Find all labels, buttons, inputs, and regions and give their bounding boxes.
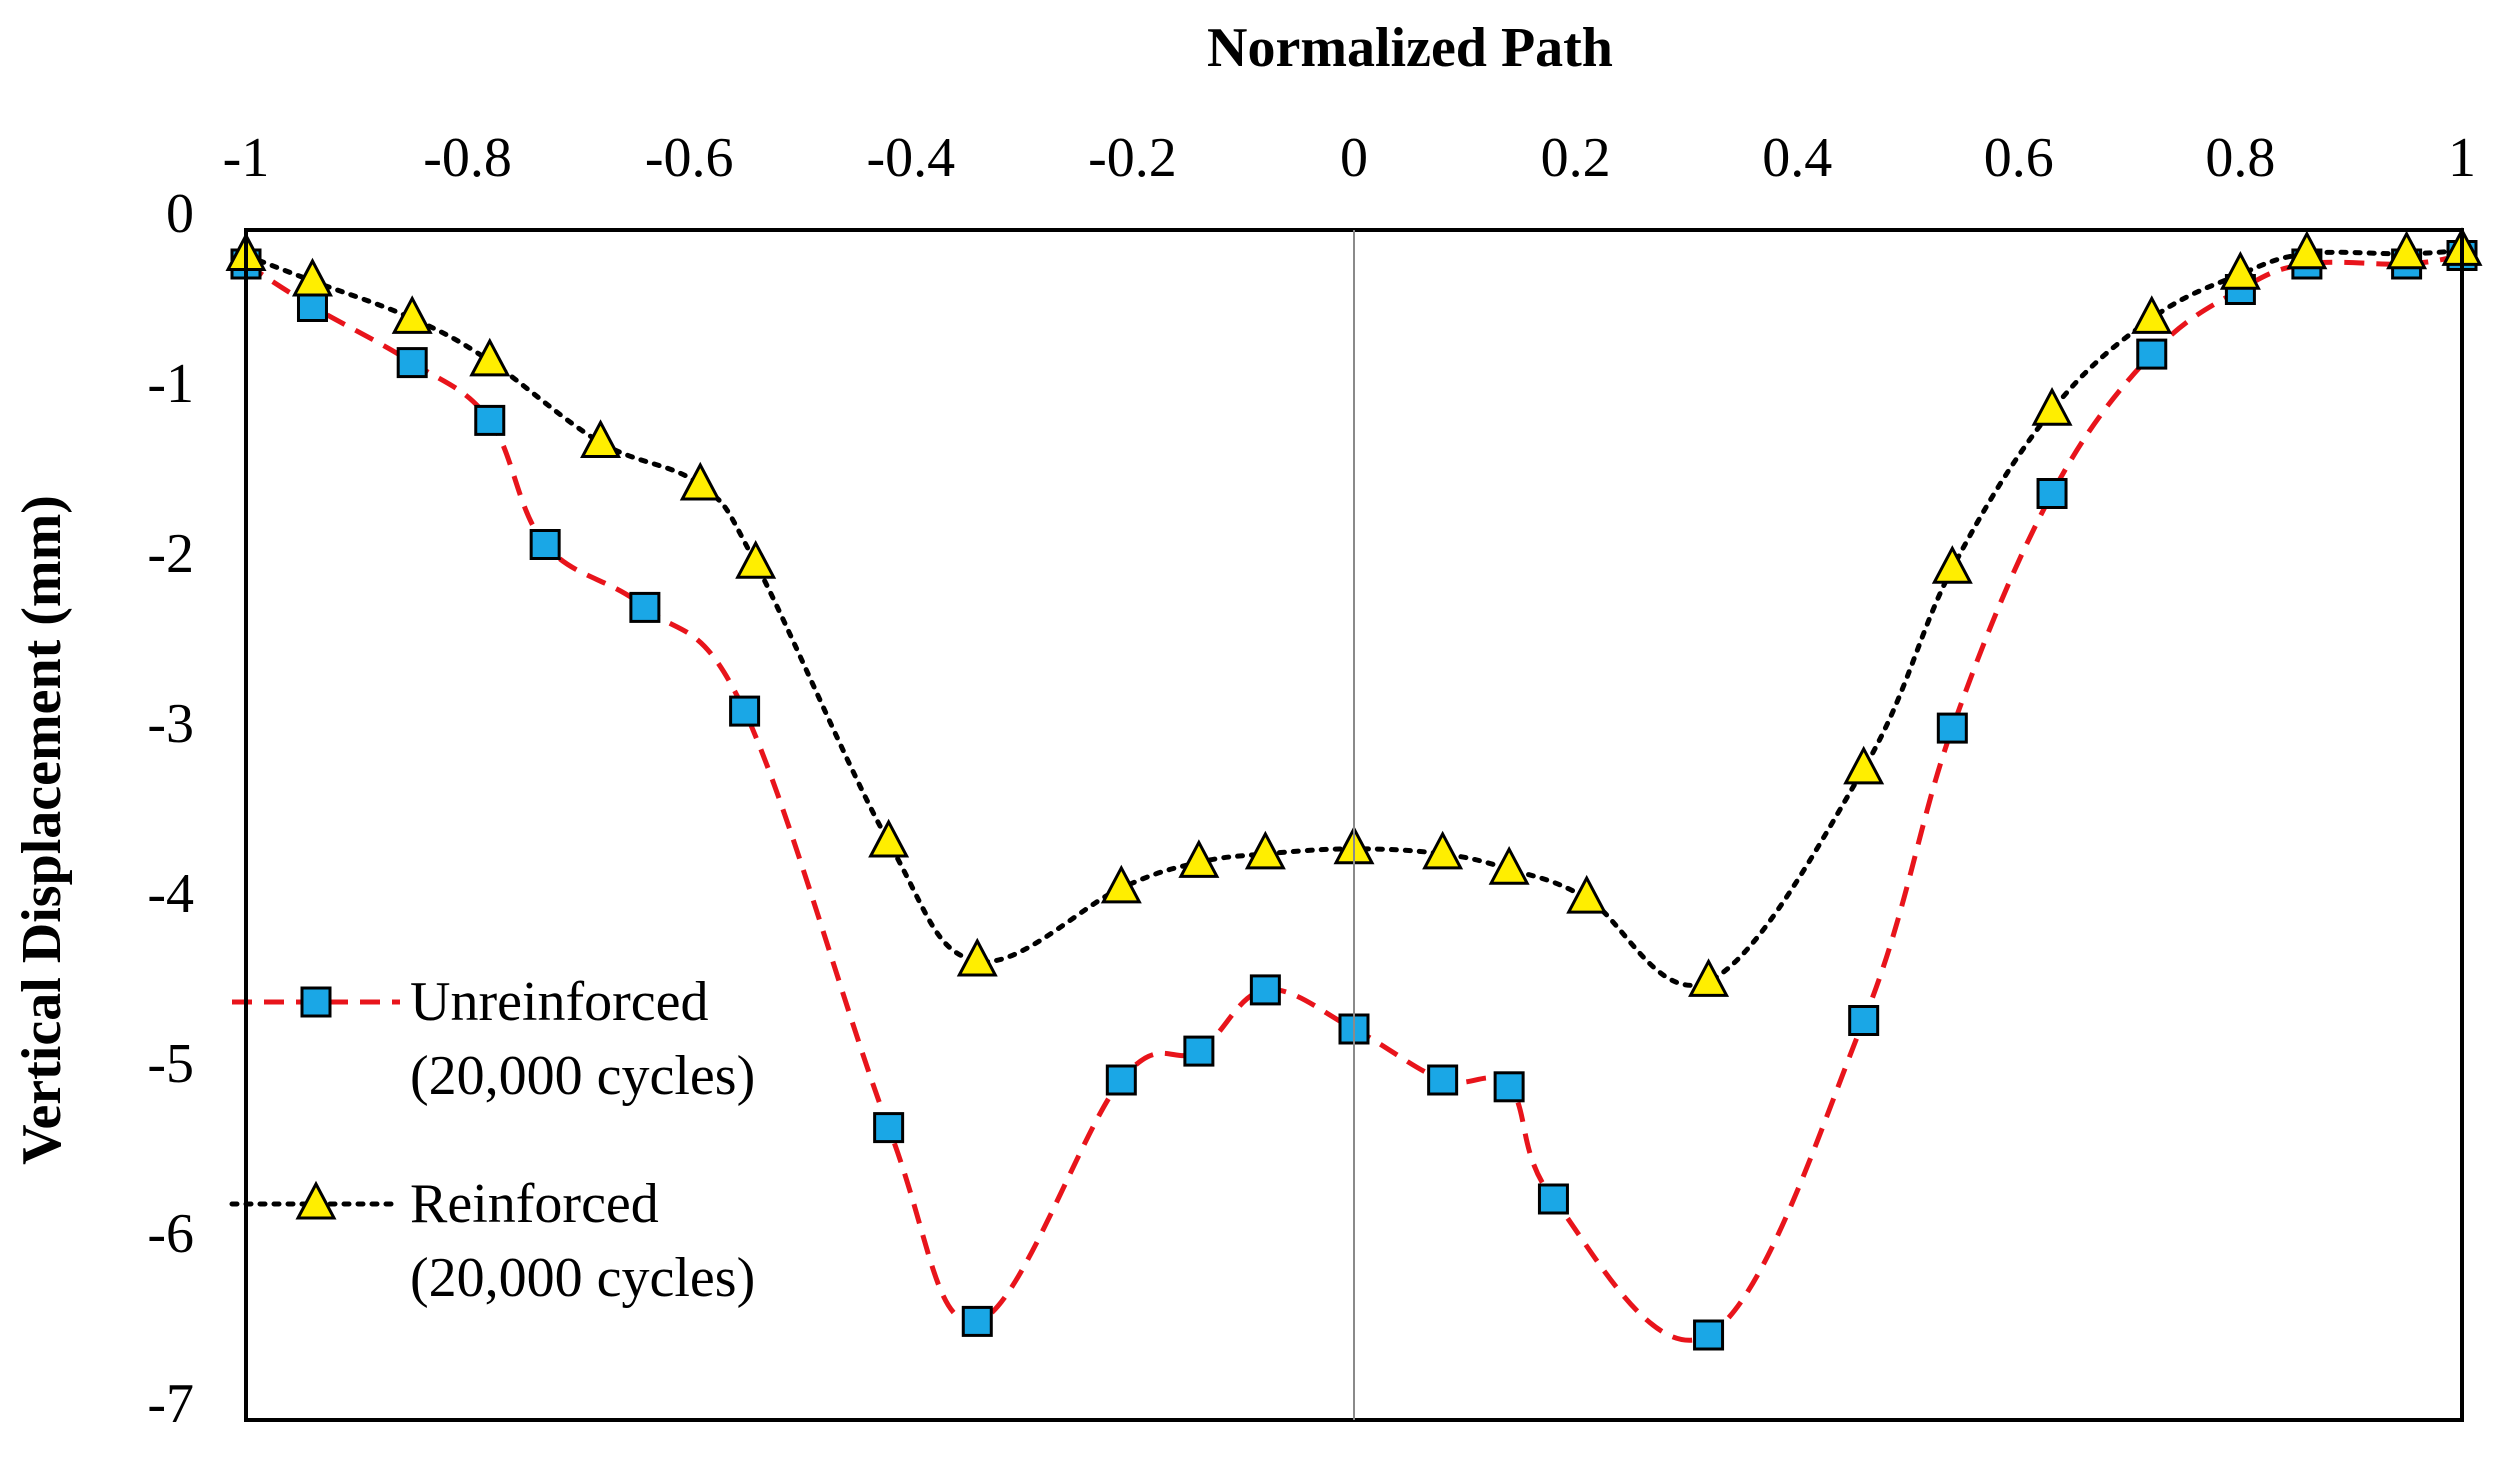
data-point bbox=[1100, 864, 1142, 904]
data-point bbox=[1249, 974, 1281, 1006]
chart-title: Normalized Path bbox=[1207, 17, 1613, 79]
data-point bbox=[2219, 250, 2261, 290]
data-point bbox=[1422, 830, 1464, 870]
data-point bbox=[2386, 230, 2428, 270]
data-point bbox=[2136, 338, 2168, 370]
y-tick-label: -7 bbox=[147, 1373, 194, 1435]
data-point bbox=[868, 818, 910, 858]
y-tick-label: -1 bbox=[147, 353, 194, 415]
data-point bbox=[529, 529, 561, 560]
data-point bbox=[2036, 478, 2068, 509]
data-point bbox=[729, 695, 761, 727]
data-point bbox=[396, 347, 428, 379]
data-point bbox=[1493, 1071, 1525, 1103]
data-point bbox=[1183, 1035, 1215, 1067]
x-tick-label: -0.8 bbox=[423, 127, 512, 189]
data-point bbox=[961, 1305, 993, 1337]
data-point bbox=[679, 461, 721, 501]
data-point bbox=[1427, 1064, 1459, 1096]
data-point bbox=[2286, 230, 2328, 270]
legend-label-sub: (20,000 cycles) bbox=[410, 1045, 755, 1107]
x-tick-label: 0.6 bbox=[1984, 127, 2054, 189]
data-point bbox=[1178, 839, 1220, 878]
data-point bbox=[1843, 745, 1885, 785]
x-tick-label: -1 bbox=[223, 127, 270, 189]
data-point bbox=[391, 295, 433, 334]
legend-label: Reinforced bbox=[410, 1173, 659, 1235]
data-point bbox=[469, 337, 511, 377]
x-tick-labels: -1 -0.8 -0.6 -0.4 -0.2 0 0.2 0.4 0.6 0.8 1 bbox=[223, 127, 2476, 189]
data-point bbox=[873, 1112, 905, 1144]
y-tick-labels: 0 -1 -2 -3 -4 -5 -6 -7 bbox=[147, 183, 194, 1435]
legend-marker bbox=[300, 986, 332, 1018]
x-tick-label: 0 bbox=[1340, 127, 1368, 189]
legend-label: Unreinforced bbox=[410, 971, 709, 1033]
y-tick-label: -3 bbox=[147, 693, 194, 755]
data-point bbox=[1848, 1005, 1880, 1036]
x-tick-label: 0.8 bbox=[2205, 127, 2275, 189]
x-tick-label: -0.2 bbox=[1088, 127, 1177, 189]
data-point bbox=[1488, 845, 1530, 885]
legend-label-sub: (20,000 cycles) bbox=[410, 1247, 755, 1309]
data-point bbox=[1688, 958, 1730, 997]
y-tick-label: -2 bbox=[147, 523, 194, 585]
data-point bbox=[629, 591, 661, 623]
data-point bbox=[1244, 830, 1286, 870]
data-point bbox=[2031, 386, 2073, 426]
data-point bbox=[1936, 712, 1968, 744]
data-point bbox=[1105, 1064, 1137, 1096]
data-point bbox=[474, 404, 506, 436]
y-tick-label: -6 bbox=[147, 1203, 194, 1265]
x-tick-label: 1 bbox=[2448, 127, 2476, 189]
data-point bbox=[291, 257, 333, 297]
data-point bbox=[1931, 545, 1973, 584]
x-tick-label: -0.4 bbox=[866, 127, 955, 189]
x-tick-label: 0.2 bbox=[1541, 127, 1611, 189]
x-tick-label: 0.4 bbox=[1762, 127, 1832, 189]
data-point bbox=[735, 539, 777, 579]
data-point bbox=[2131, 295, 2173, 334]
data-point bbox=[296, 291, 328, 322]
data-point bbox=[956, 937, 998, 977]
y-tick-label: 0 bbox=[166, 183, 194, 245]
y-tick-label: -5 bbox=[147, 1033, 194, 1095]
data-point bbox=[1537, 1183, 1569, 1215]
y-axis-label: Vertical Displacement (mm) bbox=[11, 495, 73, 1165]
data-point bbox=[580, 419, 622, 458]
data-point bbox=[1693, 1319, 1725, 1351]
legend: Unreinforced (20,000 cycles) Reinforced (20… bbox=[229, 971, 755, 1309]
data-point bbox=[1566, 874, 1608, 914]
y-tick-label: -4 bbox=[147, 863, 194, 925]
x-tick-label: -0.6 bbox=[645, 127, 734, 189]
legend-marker bbox=[295, 1180, 337, 1220]
